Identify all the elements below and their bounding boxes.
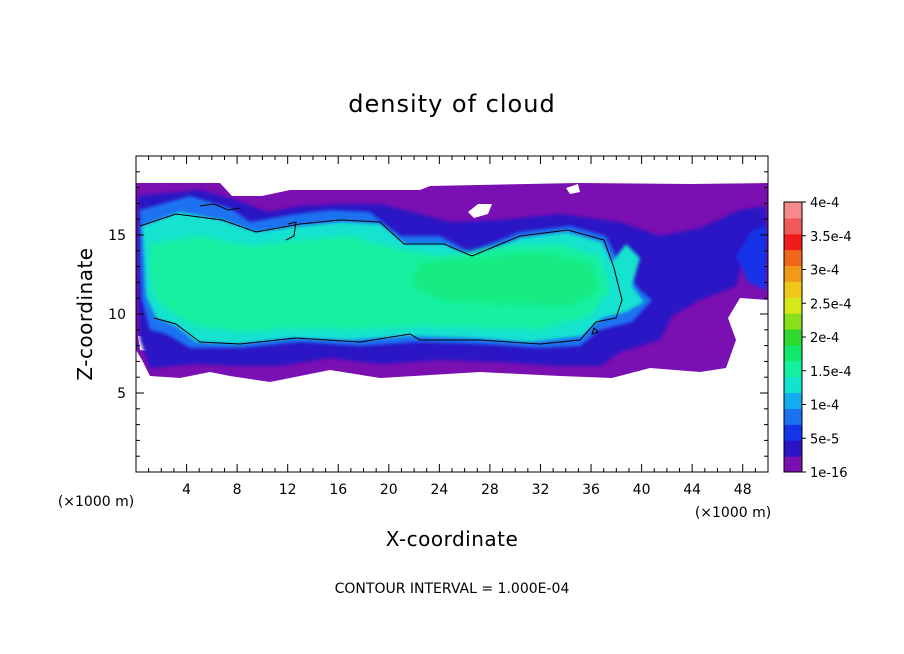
colorbar-label: 2e-4 [810,331,839,346]
cloud-region-2e-4-peak [410,252,600,306]
y-axis: 5 10 15 [108,171,768,457]
colorbar-label: 3e-4 [810,264,839,279]
x-tick-label: 32 [532,482,550,498]
colorbar-swatch [784,281,802,298]
x-axis-unit-left: (×1000 m) [58,494,134,510]
colorbar-label: 3.5e-4 [810,230,852,245]
y-tick-label: 10 [108,307,126,323]
colorbar-label: 4e-4 [810,196,839,211]
colorbar-label: 1e-16 [810,466,848,481]
plot-area [135,155,769,473]
colorbar-swatch [784,424,802,441]
contour-line [285,221,297,241]
contour-interval-note: CONTOUR INTERVAL = 1.000E-04 [335,581,570,597]
x-tick-label: 36 [582,482,600,498]
colorbar-swatch [784,360,802,378]
colorbar-swatch [784,217,802,235]
colorbar-swatch [784,440,802,457]
cloud-hole [468,204,492,218]
x-tick-label: 24 [430,482,448,498]
x-tick-label: 40 [633,482,651,498]
y-tick-label: 15 [108,228,126,244]
x-axis: 4 8 12 16 20 24 28 32 36 40 44 48 [148,156,756,498]
x-tick-label: 28 [481,482,499,498]
x-tick-label: 44 [683,482,701,498]
colorbar-swatch [784,297,802,314]
cloud-hole [566,184,580,194]
colorbar-swatch [784,233,802,251]
contour-line [199,203,241,211]
x-tick-label: 48 [734,482,752,498]
x-tick-label: 8 [233,482,242,498]
colorbar-label: 1e-4 [810,399,839,414]
colorbar-swatch [784,376,802,394]
x-axis-label: X-coordinate [386,527,519,551]
colorbar-swatch [784,313,802,330]
cloud-region-5e-5-right [736,226,766,290]
colorbar-swatch [784,408,802,425]
colorbar-swatch [784,265,802,282]
x-axis-unit-right: (×1000 m) [695,505,771,521]
colorbar-swatch [784,344,802,362]
colorbar-label: 2.5e-4 [810,297,852,312]
colorbar: 1e-16 5e-5 1e-4 1.5e-4 2e-4 2.5e-4 3e-4 3.5e-4 4… [783,196,852,481]
chart-title: density of cloud [348,90,555,118]
contour-line [139,213,623,345]
y-tick-label: 5 [117,386,126,402]
colorbar-swatch [784,456,802,473]
colorbar-swatch [784,249,802,267]
colorbar-swatch [784,329,802,346]
x-tick-label: 4 [182,482,191,498]
x-tick-label: 12 [279,482,297,498]
colorbar-label: 5e-5 [810,432,839,447]
colorbar-label: 1.5e-4 [810,365,852,380]
y-axis-label: Z-coordinate [73,247,97,380]
colorbar-swatch [784,392,802,409]
x-tick-label: 16 [329,482,347,498]
cloud-field [136,183,768,382]
x-tick-label: 20 [380,482,398,498]
contour-line [591,327,599,335]
colorbar-swatch [784,202,802,219]
